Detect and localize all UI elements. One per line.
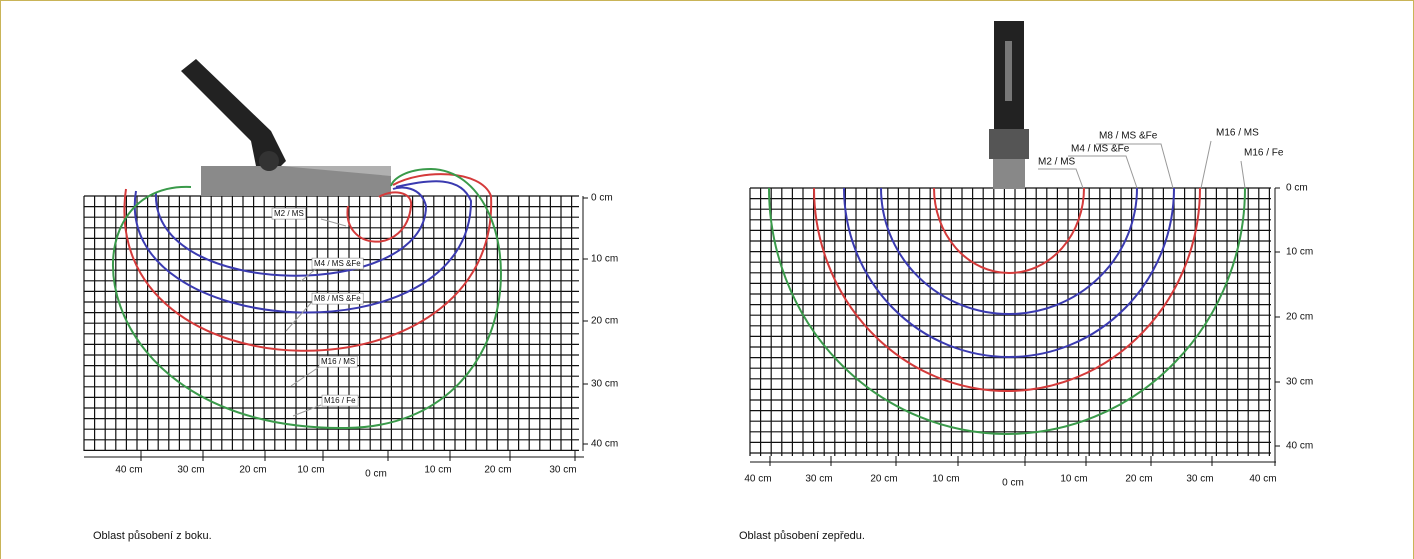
width-label: 30 cm xyxy=(549,465,576,476)
depth-label: 20 cm xyxy=(1286,312,1313,323)
depth-label: 40 cm xyxy=(1286,441,1313,452)
depth-label: 40 cm xyxy=(591,439,618,450)
grids xyxy=(83,187,1280,466)
curve-label: M8 / MS &Fe xyxy=(314,294,361,303)
curve-label: M16 / Fe xyxy=(324,396,356,405)
depth-label: 10 cm xyxy=(1286,247,1313,258)
label-box xyxy=(311,292,364,305)
width-label: 40 cm xyxy=(744,474,771,485)
depth-label: 30 cm xyxy=(1286,377,1313,388)
width-label: 20 cm xyxy=(870,474,897,485)
sensor-side xyxy=(181,59,391,196)
width-label: 30 cm xyxy=(1186,474,1213,485)
width-label: 10 cm xyxy=(932,474,959,485)
width-label: 10 cm xyxy=(297,465,324,476)
caption: Oblast působení z boku. xyxy=(93,530,212,542)
curve-label: M16 / MS xyxy=(321,357,355,366)
width-label: 30 cm xyxy=(177,465,204,476)
width-label: 40 cm xyxy=(115,465,142,476)
curve-label: M4 / MS &Fe xyxy=(1071,144,1130,155)
width-label: 30 cm xyxy=(805,474,832,485)
width-label: 10 cm xyxy=(424,465,451,476)
depth-label: 0 cm xyxy=(591,193,613,204)
depth-label: 10 cm xyxy=(591,254,618,265)
curves-front xyxy=(768,140,1246,435)
caption: Oblast působení zepředu. xyxy=(739,530,865,542)
width-label: 20 cm xyxy=(1125,474,1152,485)
width-label: 0 cm xyxy=(365,469,387,480)
depth-label: 20 cm xyxy=(591,316,618,327)
curve-label: M8 / MS &Fe xyxy=(1099,131,1158,142)
depth-label: 0 cm xyxy=(1286,183,1308,194)
label-box xyxy=(318,355,358,368)
curve-label: M2 / MS xyxy=(274,209,304,218)
depth-label: 30 cm xyxy=(591,379,618,390)
width-label: 40 cm xyxy=(1249,474,1276,485)
width-label: 0 cm xyxy=(1002,478,1024,489)
curve-label: M16 / Fe xyxy=(1244,148,1284,159)
width-label: 10 cm xyxy=(1060,474,1087,485)
sensor-front xyxy=(989,21,1029,189)
curve-label: M4 / MS &Fe xyxy=(314,259,361,268)
label-box xyxy=(321,394,359,407)
curve-label: M2 / MS xyxy=(1038,157,1076,168)
width-label: 20 cm xyxy=(239,465,266,476)
label-box xyxy=(271,207,307,220)
label-box xyxy=(311,257,364,270)
curve-label: M16 / MS xyxy=(1216,128,1259,139)
curves-side xyxy=(111,167,502,430)
width-label: 20 cm xyxy=(484,465,511,476)
